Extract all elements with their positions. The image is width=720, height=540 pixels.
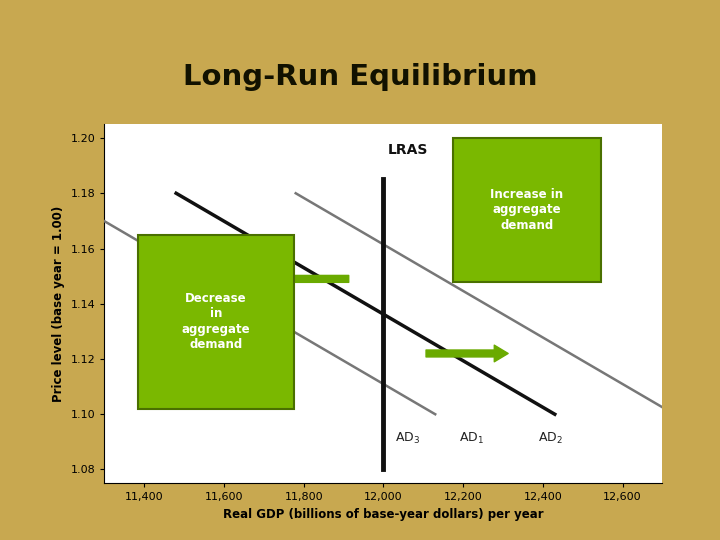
Y-axis label: Price level (base year = 1.00): Price level (base year = 1.00) [52,206,65,402]
X-axis label: Real GDP (billions of base-year dollars) per year: Real GDP (billions of base-year dollars)… [223,508,544,521]
Text: Increase in
aggregate
demand: Increase in aggregate demand [490,188,564,232]
Text: AD$_1$: AD$_1$ [459,431,484,446]
FancyBboxPatch shape [453,138,600,282]
Text: Decrease
in
aggregate
demand: Decrease in aggregate demand [181,292,251,352]
Text: AD$_3$: AD$_3$ [395,431,420,446]
Text: LRAS: LRAS [387,143,428,157]
FancyBboxPatch shape [138,235,294,409]
Text: AD$_2$: AD$_2$ [539,431,563,446]
Text: Long-Run Equilibrium: Long-Run Equilibrium [183,63,537,91]
